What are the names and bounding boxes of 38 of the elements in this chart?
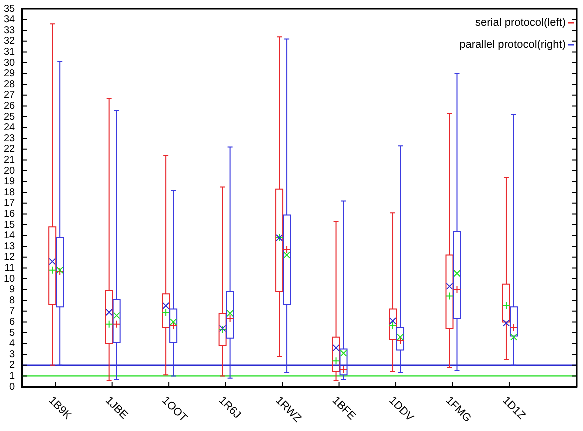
y-tick-label: 24 bbox=[4, 122, 16, 134]
legend-label: serial protocol(left) bbox=[476, 17, 566, 30]
y-tick-label: 15 bbox=[4, 220, 16, 231]
y-tick-label: 35 bbox=[4, 4, 16, 15]
y-tick-label: 0 bbox=[10, 382, 16, 393]
y-tick-label: 14 bbox=[4, 230, 16, 242]
y-tick-label: 7 bbox=[10, 306, 16, 318]
y-tick-label: 9 bbox=[10, 284, 16, 296]
y-tick-label: 8 bbox=[10, 295, 16, 306]
y-tick-label: 12 bbox=[4, 252, 16, 264]
y-tick-label: 3 bbox=[10, 349, 16, 360]
y-tick-label: 10 bbox=[4, 274, 16, 285]
y-tick-label: 32 bbox=[4, 36, 16, 48]
y-tick-label: 34 bbox=[4, 14, 16, 26]
y-tick-label: 23 bbox=[4, 133, 16, 144]
y-tick-label: 20 bbox=[4, 166, 16, 177]
y-tick-label: 21 bbox=[4, 154, 16, 166]
y-tick-label: 1 bbox=[10, 370, 16, 382]
y-tick-label: 17 bbox=[4, 198, 16, 210]
y-tick-label: 5 bbox=[10, 328, 16, 339]
y-tick-label: 13 bbox=[4, 241, 16, 252]
y-tick-label: 19 bbox=[4, 176, 16, 188]
y-tick-label: 25 bbox=[4, 112, 16, 123]
y-tick-label: 22 bbox=[4, 144, 16, 156]
y-tick-label: 4 bbox=[10, 338, 16, 350]
y-tick-label: 31 bbox=[4, 46, 16, 58]
y-tick-label: 26 bbox=[4, 100, 16, 112]
y-tick-label: 27 bbox=[4, 90, 16, 102]
y-tick-label: 33 bbox=[4, 25, 16, 36]
y-tick-label: 30 bbox=[4, 58, 16, 69]
y-tick-label: 18 bbox=[4, 187, 16, 198]
y-tick-label: 29 bbox=[4, 68, 16, 80]
y-tick-label: 2 bbox=[10, 360, 16, 372]
y-tick-label: 11 bbox=[4, 262, 16, 274]
y-tick-label: 6 bbox=[10, 316, 16, 328]
legend-label: parallel protocol(right) bbox=[460, 39, 566, 52]
y-tick-label: 16 bbox=[4, 208, 16, 220]
y-tick-label: 28 bbox=[4, 79, 16, 90]
